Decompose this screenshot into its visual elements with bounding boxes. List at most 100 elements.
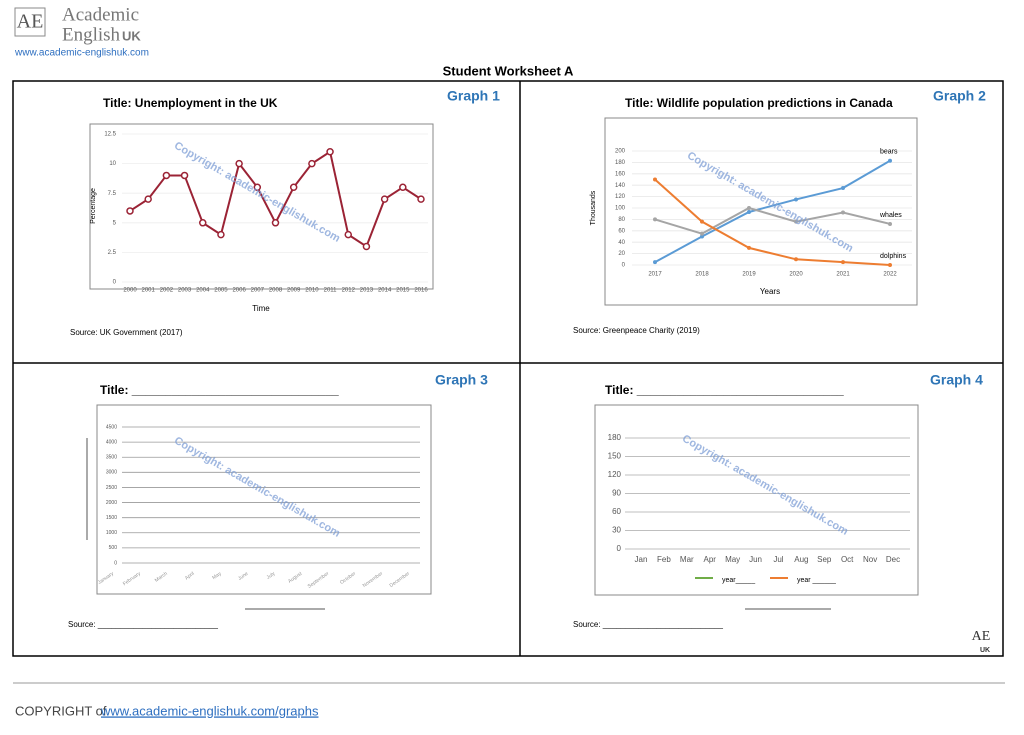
data-point [841, 260, 845, 265]
x-tick-label: 2010 [305, 288, 319, 294]
data-point [794, 219, 798, 224]
data-point [235, 159, 243, 168]
y-tick-label: 40 [618, 240, 625, 246]
y-tick-label: 10 [109, 161, 116, 167]
y-tick-label: 2000 [106, 500, 117, 506]
data-point [653, 260, 657, 265]
data-point [700, 234, 704, 239]
data-point [700, 231, 704, 236]
x-tick-label: 2018 [695, 272, 709, 278]
y-tick-label: 20 [618, 251, 625, 257]
chart-title: Title: Wildlife population predictions i… [625, 96, 893, 110]
x-tick-label: 2016 [414, 288, 428, 294]
y-tick-label: 140 [615, 183, 626, 189]
x-tick-label: 2012 [342, 288, 356, 294]
plot-frame [89, 123, 434, 290]
y-tick-label: 60 [618, 228, 625, 234]
y-tick-label: 3000 [106, 470, 117, 476]
x-tick-label: 2000 [123, 288, 137, 294]
x-tick-label: July [266, 571, 277, 581]
data-point [253, 183, 262, 192]
series-label: dolphins [880, 253, 907, 260]
corner-logo-suffix: UK [980, 647, 990, 654]
x-tick-label: 2001 [142, 288, 156, 294]
x-tick-label: Oct [841, 555, 854, 564]
chart-title: Title: Unemployment in the UK [103, 96, 278, 110]
data-point [326, 148, 334, 156]
data-point [888, 221, 892, 226]
logo-box [14, 7, 46, 37]
x-tick-label: 2002 [160, 288, 174, 294]
y-axis-label: Percentage [90, 188, 97, 224]
x-tick-label: 2006 [232, 288, 246, 294]
panel-label: Graph 1 [447, 88, 500, 104]
source: Source: ___________________________ [573, 620, 723, 629]
data-point [289, 183, 298, 192]
data-point [126, 207, 134, 215]
y-tick-label: 4500 [106, 424, 117, 430]
data-point [162, 171, 171, 180]
y-tick-label: 0 [617, 544, 622, 553]
logo-mark: AE [17, 11, 44, 33]
y-tick-label: 150 [608, 452, 622, 461]
data-point [344, 230, 352, 239]
data-point [308, 159, 316, 168]
x-tick-label: Jun [749, 555, 762, 564]
panel-label: Graph 4 [930, 372, 983, 388]
y-tick-label: 100 [615, 206, 626, 212]
x-tick-label: 2013 [360, 288, 374, 294]
y-tick-label: 12.5 [104, 132, 116, 138]
plot-frame [594, 404, 919, 596]
x-tick-label: May [211, 571, 223, 582]
x-tick-label: Aug [794, 555, 808, 564]
x-axis-label: Time [252, 304, 270, 313]
y-tick-label: 60 [612, 507, 621, 516]
x-tick-label: 2007 [251, 288, 265, 294]
y-tick-label: 2500 [106, 485, 117, 491]
y-tick-label: 2.5 [108, 250, 117, 256]
data-point [653, 177, 657, 182]
y-axis-label: Thousands [590, 190, 597, 225]
x-tick-label: Nov [863, 555, 877, 564]
y-tick-label: 500 [109, 545, 118, 551]
x-tick-label: Feb [657, 555, 671, 564]
series-label: bears [880, 149, 898, 156]
x-tick-label: Mar [680, 555, 694, 564]
series-line [654, 178, 891, 266]
footer-prefix: COPYRIGHT of [15, 703, 107, 718]
series-line [654, 159, 891, 264]
data-point [653, 217, 657, 222]
x-tick-label: Jan [635, 555, 648, 564]
x-tick-label: 2003 [178, 288, 192, 294]
brand-line: Academic [62, 4, 139, 25]
y-tick-label: 120 [608, 470, 622, 479]
y-tick-label: 80 [618, 217, 625, 223]
panel-grid [12, 80, 1004, 657]
x-tick-label: 2014 [378, 288, 392, 294]
data-point [794, 197, 798, 202]
x-tick-label: 2011 [324, 288, 338, 294]
data-point [841, 186, 845, 191]
y-tick-label: 4000 [106, 439, 117, 445]
header-url: www.academic-englishuk.com [14, 48, 149, 59]
data-point [362, 242, 371, 251]
series-label: whales [879, 212, 902, 219]
footer-link[interactable]: www.academic-englishuk.com/graphs [100, 703, 319, 718]
x-tick-label: Sep [817, 555, 832, 564]
y-tick-label: 180 [608, 433, 622, 442]
x-axis-label: Years [760, 287, 780, 296]
x-tick-label: 2009 [287, 288, 301, 294]
y-tick-label: 180 [615, 160, 626, 166]
data-point [747, 209, 751, 214]
data-point [180, 171, 189, 180]
x-tick-label: 2015 [396, 288, 410, 294]
y-tick-label: 0 [114, 560, 117, 566]
y-tick-label: 200 [615, 149, 626, 155]
corner-logo: AE [972, 629, 991, 644]
data-point [399, 183, 407, 192]
plot-frame [96, 404, 432, 595]
x-tick-label: Jul [773, 555, 783, 564]
brand-line: English [62, 24, 121, 45]
x-tick-label: 2019 [742, 272, 756, 278]
data-point [794, 257, 798, 262]
